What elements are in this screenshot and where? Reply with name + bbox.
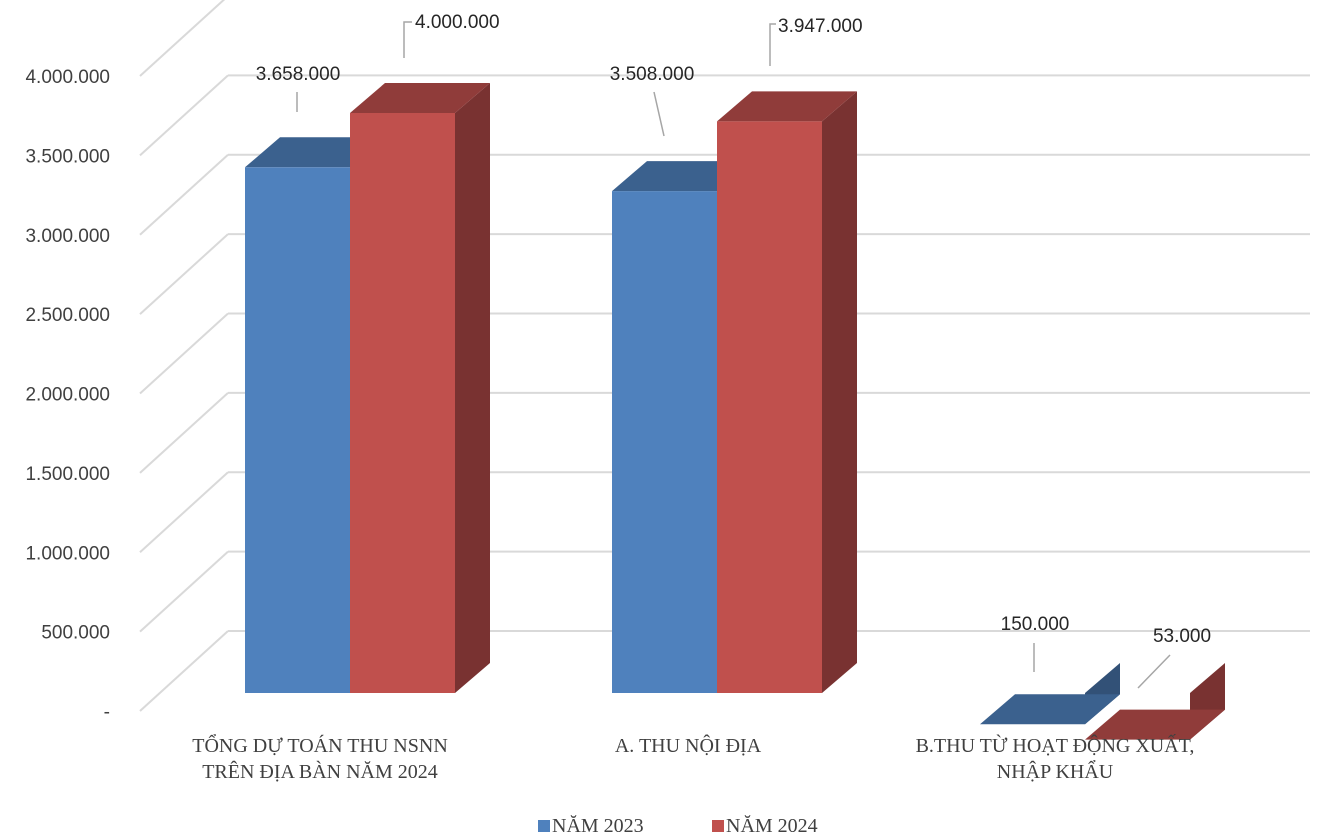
x-axis: TỔNG DỰ TOÁN THU NSNN TRÊN ĐỊA BÀN NĂM 20… [192,733,1194,783]
data-labels: 3.658.000 4.000.000 3.508.000 3.947.000 150.… [256,12,1211,689]
bar-0-0 [245,167,350,694]
y-tick-label: 3.500.000 [25,146,110,167]
y-tick-label: 2.500.000 [25,305,110,326]
bars [245,83,1225,740]
legend-swatch-0 [538,820,550,832]
y-tick-label: 1.500.000 [25,464,110,485]
bar-top-2-0 [980,694,1120,725]
y-tick-label: 4.000.000 [25,67,110,88]
leader-line [769,23,776,66]
bar-side-1-1 [822,91,857,693]
bar-top-2-1 [1085,709,1225,740]
leader-line [1137,654,1171,689]
x-category-label-0: TỔNG DỰ TOÁN THU NSNN [192,733,448,757]
gridline-diagonal [139,74,229,157]
y-tick-label: 2.000.000 [25,385,110,406]
leader-line [653,91,665,137]
bar-top-1-1 [717,91,857,122]
gridline-diagonal [139,550,229,633]
legend: NĂM 2023 NĂM 2024 [538,814,818,837]
gridline-diagonal [139,471,229,553]
bar-top-0-1 [350,83,490,113]
bar-side-0-1 [455,83,490,693]
x-category-label-1: A. THU NỘI ĐỊA [615,733,762,757]
bar-1-0 [612,191,717,694]
gridline-diagonal [139,392,229,474]
y-tick-label: 3.000.000 [25,226,110,247]
bar-1-1 [717,121,822,693]
y-axis: - 500.000 1.000.000 1.500.000 2.000.000 2.500… [25,67,110,723]
legend-label-0: NĂM 2023 [552,814,644,837]
data-label-1-0: 3.508.000 [610,64,695,85]
y-tick-label: - [104,702,110,723]
data-label-2-0: 150.000 [1001,614,1070,635]
legend-label-1: NĂM 2024 [726,814,818,837]
data-label-0-1: 4.000.000 [415,12,500,33]
bar-0-1 [350,113,455,693]
gridline-diagonal [139,630,229,712]
x-category-label-2: NHẬP KHẨU [997,759,1114,783]
x-category-label-2: B.THU TỪ HOẠT ĐỘNG XUẤT, [916,733,1195,757]
y-tick-label: 1.000.000 [25,543,110,564]
gridline-diagonal [139,312,229,395]
gridline-diagonal [139,233,229,315]
leader-line [403,21,412,58]
data-label-1-1: 3.947.000 [778,16,863,37]
gridline-diagonal [139,154,229,236]
data-label-0-0: 3.658.000 [256,64,341,85]
data-label-2-1: 53.000 [1153,626,1211,647]
y-tick-label: 500.000 [41,623,110,644]
x-category-label-0: TRÊN ĐỊA BÀN NĂM 2024 [202,760,438,783]
legend-swatch-1 [712,820,724,832]
gridline-diagonal [139,0,226,77]
